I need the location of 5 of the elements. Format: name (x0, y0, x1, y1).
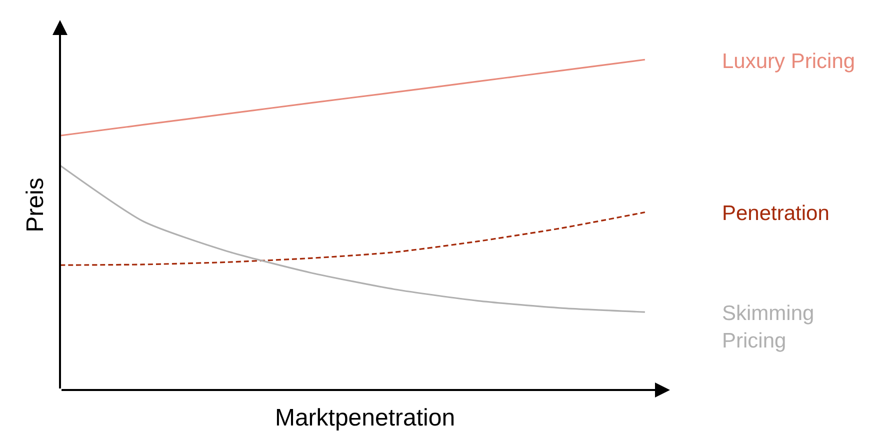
text: Luxury Pricing (722, 50, 856, 73)
text: Penetration (722, 202, 830, 225)
x-axis-title: Marktpenetration (274, 404, 456, 432)
text: Skimming Pricing (722, 302, 814, 352)
y-axis-title: Preis (22, 178, 50, 232)
